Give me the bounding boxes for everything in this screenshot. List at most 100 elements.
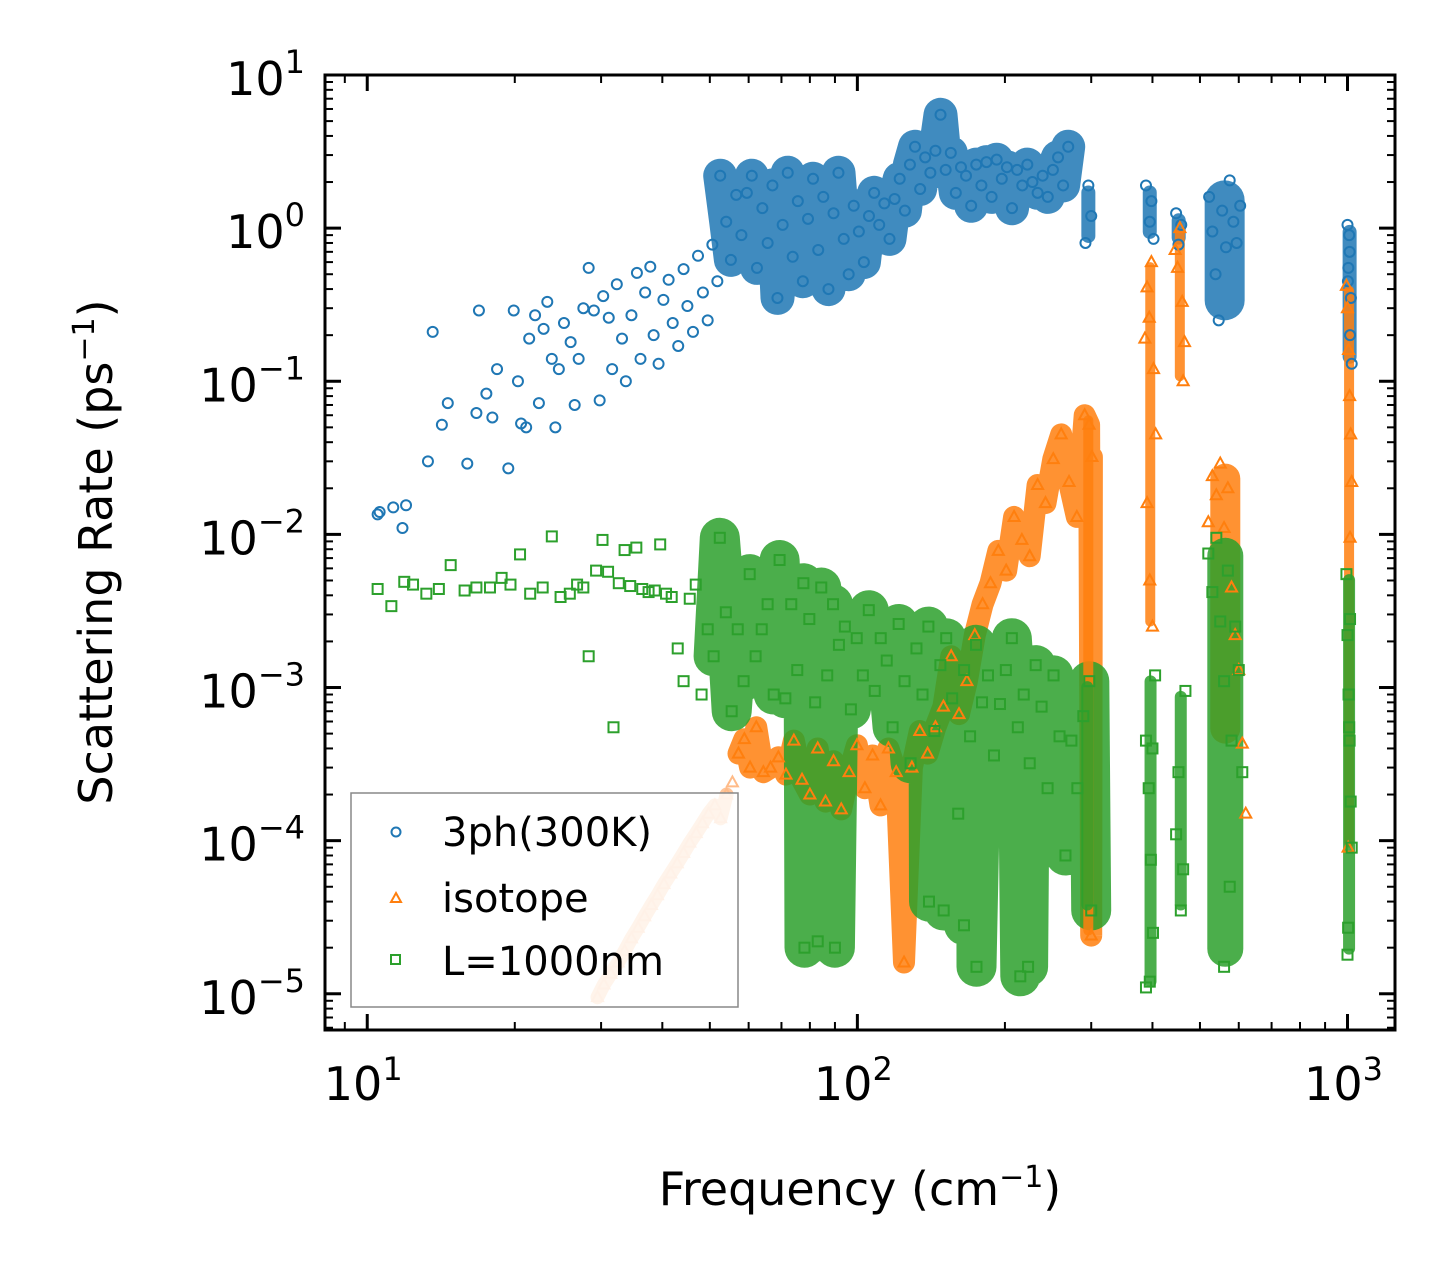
point-3ph: [373, 506, 386, 519]
point-3ph: [714, 169, 727, 182]
point-3ph: [1234, 199, 1247, 212]
point-isotope: [888, 764, 904, 778]
point-3ph: [371, 508, 384, 521]
point-isotope: [1235, 735, 1250, 749]
point-L1000nm: [798, 941, 811, 954]
point-L1000nm: [940, 632, 953, 645]
point-isotope: [725, 774, 740, 788]
point-L1000nm: [1077, 710, 1090, 723]
point-L1000nm: [946, 692, 959, 705]
point-isotope: [975, 596, 990, 610]
point-3ph: [817, 190, 830, 203]
point-L1000nm: [993, 698, 1006, 711]
point-L1000nm: [1342, 921, 1355, 934]
point-L1000nm: [504, 578, 517, 591]
point-L1000nm: [624, 580, 637, 593]
point-L1000nm: [1022, 960, 1035, 973]
point-3ph: [802, 212, 815, 225]
point-isotope: [865, 747, 880, 761]
point-isotope: [998, 562, 1014, 576]
point-3ph: [387, 501, 400, 514]
point-3ph: [400, 499, 413, 512]
point-L1000nm: [524, 587, 537, 600]
point-L1000nm: [398, 575, 411, 588]
point-isotope: [936, 698, 951, 712]
x-tick-label: 101: [324, 1050, 403, 1111]
point-isotope: [1038, 495, 1053, 509]
point-3ph: [857, 256, 870, 269]
point-isotope: [1238, 805, 1253, 819]
y-tick-label: 10−2: [199, 502, 305, 565]
point-isotope: [1014, 531, 1030, 545]
point-isotope: [1022, 548, 1037, 562]
point-3ph: [1011, 163, 1024, 176]
point-L1000nm: [444, 559, 457, 572]
strip-L1000nm: [1144, 675, 1157, 988]
point-3ph: [868, 186, 881, 199]
point-3ph: [672, 339, 685, 352]
point-L1000nm: [420, 587, 433, 600]
point-L1000nm: [856, 669, 869, 682]
point-isotope: [1069, 508, 1085, 522]
point-isotope: [737, 731, 752, 745]
point-isotope: [1142, 309, 1157, 323]
point-3ph: [1230, 236, 1243, 249]
point-3ph: [644, 260, 657, 273]
point-L1000nm: [934, 659, 947, 672]
point-3ph: [1062, 140, 1075, 153]
y-tick-label: 101: [226, 43, 305, 106]
point-3ph: [647, 329, 660, 342]
point-3ph: [1082, 179, 1095, 192]
point-isotope: [841, 764, 857, 778]
point-isotope: [1084, 927, 1099, 941]
point-L1000nm: [1344, 795, 1357, 808]
point-isotope: [1201, 514, 1216, 528]
point-L1000nm: [618, 544, 631, 557]
point-isotope: [1146, 361, 1161, 375]
point-isotope: [731, 745, 746, 759]
point-3ph: [1344, 329, 1357, 342]
point-L1000nm: [1041, 782, 1054, 795]
point-3ph: [610, 278, 623, 291]
point-3ph: [441, 397, 454, 410]
point-3ph: [796, 275, 809, 288]
point-L1000nm: [642, 586, 655, 599]
point-L1000nm: [1059, 849, 1072, 862]
point-3ph: [587, 304, 600, 317]
point-3ph: [883, 232, 896, 245]
point-3ph: [625, 309, 638, 322]
point-3ph: [832, 166, 845, 179]
point-L1000nm: [1065, 734, 1078, 747]
point-3ph: [706, 238, 719, 251]
point-L1000nm: [514, 548, 527, 561]
point-L1000nm: [1341, 629, 1354, 642]
point-L1000nm: [1139, 734, 1152, 747]
point-L1000nm: [1011, 721, 1024, 734]
point-3ph: [1031, 186, 1044, 199]
point-isotope: [1142, 572, 1157, 586]
point-isotope: [873, 797, 888, 811]
tick-labels: 101 102 103 101 100 10−1 10−2 10−3 10−4 10−5: [199, 43, 1383, 1111]
point-3ph: [847, 199, 860, 212]
point-3ph: [662, 273, 675, 286]
strip-isotope: [1145, 262, 1156, 627]
point-L1000nm: [773, 554, 786, 567]
point-L1000nm: [1218, 960, 1231, 973]
point-3ph: [1209, 268, 1222, 281]
strip-3ph: [1081, 185, 1096, 243]
point-isotope: [1081, 416, 1097, 430]
strip-3ph: [1142, 185, 1157, 239]
point-L1000nm: [654, 538, 667, 551]
point-3ph: [435, 418, 448, 431]
point-3ph: [919, 151, 932, 164]
point-L1000nm: [1206, 586, 1219, 599]
point-3ph: [756, 202, 769, 215]
legend-label-3ph: 3ph(300K): [442, 810, 652, 856]
point-isotope: [944, 648, 959, 662]
point-L1000nm: [1083, 675, 1096, 688]
point-isotope: [794, 771, 810, 785]
x-tick-label: 103: [1304, 1050, 1383, 1111]
point-isotope: [1139, 495, 1155, 509]
point-L1000nm: [785, 598, 798, 611]
